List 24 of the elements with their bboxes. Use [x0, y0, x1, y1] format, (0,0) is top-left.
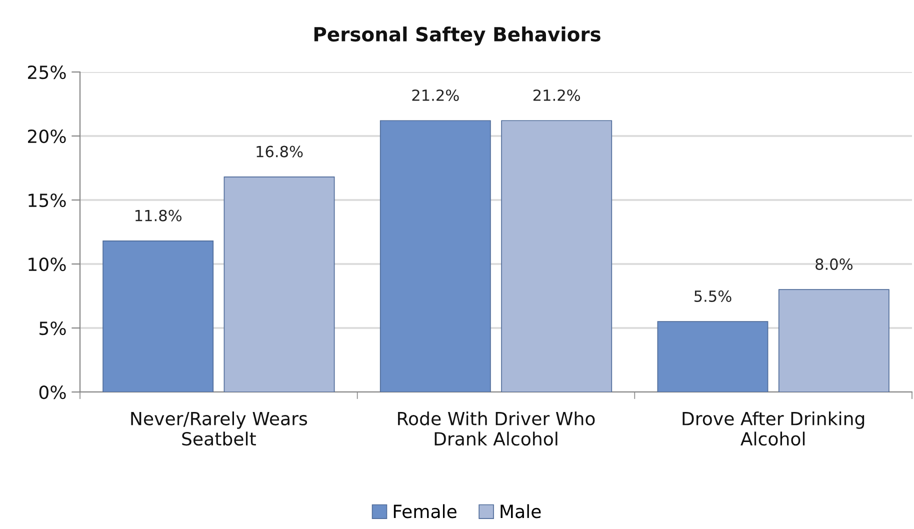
legend-label: Male	[500, 504, 541, 518]
data-label: 16.8%	[256, 146, 303, 158]
y-tick-label: 15%	[28, 193, 66, 208]
chart-title: Personal Saftey Behaviors	[314, 26, 600, 46]
bar	[224, 176, 335, 392]
y-tick-label: 5%	[40, 321, 66, 336]
data-label: 5.5%	[694, 290, 732, 302]
x-tick-label: Never/Rarely Wears Seatbelt	[131, 411, 308, 446]
bar	[501, 120, 612, 392]
x-tick-label: Rode With Driver Who Drank Alcohol	[398, 411, 595, 446]
legend-label: Female	[394, 504, 456, 518]
data-label: 11.8%	[135, 210, 182, 222]
bar	[102, 240, 214, 392]
y-tick-label: 10%	[28, 257, 66, 272]
bar	[778, 289, 890, 392]
data-label: 21.2%	[412, 89, 459, 102]
x-tick-label: Drove After Drinking Alcohol	[682, 411, 864, 446]
bar	[657, 321, 768, 392]
y-tick-label: 0%	[39, 385, 66, 400]
y-tick-label: 20%	[28, 129, 66, 144]
data-label: 8.0%	[816, 258, 852, 270]
bar	[380, 120, 491, 392]
y-tick-label: 25%	[28, 65, 66, 80]
data-label: 21.2%	[533, 89, 580, 102]
